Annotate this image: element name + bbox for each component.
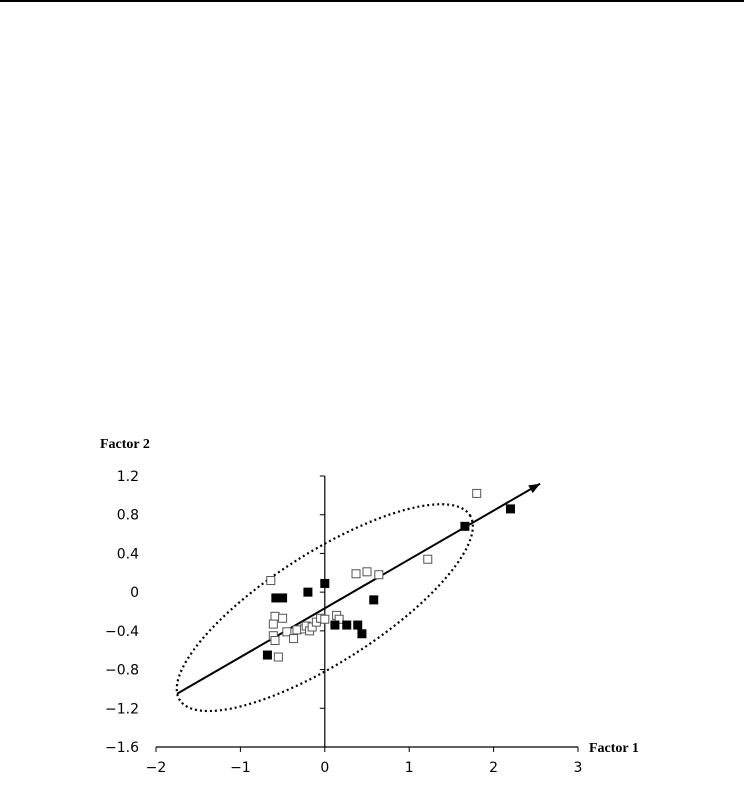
y-tick-label: 1.2: [117, 469, 139, 485]
x-tick-label: 0: [320, 760, 329, 776]
x-axis-title: Factor 1: [589, 741, 639, 756]
cluster-ellipse: [175, 503, 474, 713]
filled-square-point: [330, 620, 340, 630]
y-tick-label: −1.6: [105, 740, 139, 756]
open-square-point: [270, 611, 280, 621]
open-square-point: [289, 634, 299, 644]
x-tick-label: −1: [230, 760, 251, 776]
open-square-point: [320, 614, 330, 624]
open-square-point: [374, 570, 384, 580]
x-tick-label: −2: [146, 760, 167, 776]
x-tick-label: 2: [489, 760, 498, 776]
x-tick-label: 1: [405, 760, 414, 776]
y-tick-label: −0.4: [105, 624, 139, 640]
open-square-point: [292, 625, 302, 635]
y-tick-label: −1.2: [105, 701, 139, 717]
open-square-point: [273, 652, 283, 662]
y-axis: 1.2 0.8 0.4 0 −0.4 −0.8 −1.2 −1.6: [105, 469, 326, 756]
top-rule: [0, 0, 744, 2]
y-axis-title: Factor 2: [100, 437, 150, 452]
x-axis: −2 −1 0 1 2 3: [146, 746, 583, 776]
open-square-point: [268, 619, 278, 629]
y-tick-label: −0.8: [105, 663, 139, 679]
open-square-point: [351, 569, 361, 579]
open-square-point: [270, 636, 280, 646]
filled-square-point: [460, 521, 470, 531]
open-square-point: [472, 488, 482, 498]
filled-square-point: [262, 650, 272, 660]
filled-square-point: [342, 620, 352, 630]
y-tick-label: 0: [130, 585, 139, 601]
annotations: [175, 482, 541, 713]
open-square-point: [278, 613, 288, 623]
filled-square-point: [505, 504, 515, 514]
trend-arrow-head: [528, 483, 541, 494]
y-tick-label: 0.4: [117, 546, 139, 562]
trend-arrow-line: [176, 482, 541, 695]
filled-square-point: [369, 595, 379, 605]
open-square-point: [423, 554, 433, 564]
filled-square-point: [303, 587, 313, 597]
open-square-point: [266, 576, 276, 586]
filled-square-point: [271, 593, 281, 603]
filled-square-point: [320, 578, 330, 588]
open-square-point: [362, 567, 372, 577]
open-square-point: [282, 627, 292, 637]
filled-square-point: [353, 620, 363, 630]
data-points: [262, 488, 515, 662]
y-tick-label: 0.8: [117, 508, 139, 524]
x-tick-label: 3: [574, 760, 583, 776]
filled-square-point: [357, 629, 367, 639]
